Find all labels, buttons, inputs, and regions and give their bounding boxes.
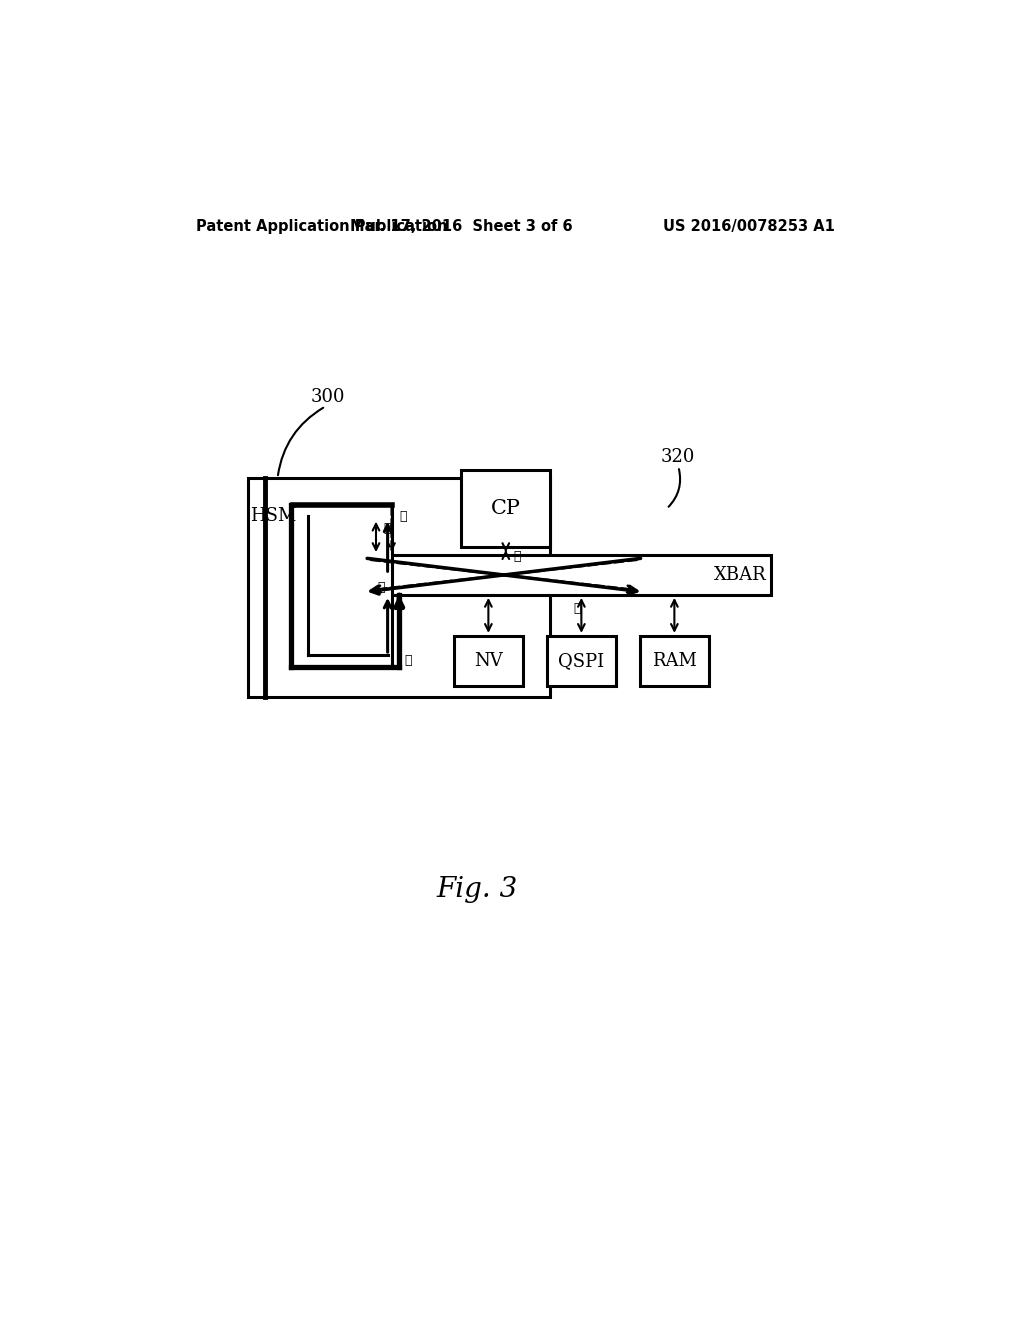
Text: XBAR: XBAR: [714, 566, 767, 583]
Text: QSPI: QSPI: [558, 652, 604, 669]
Bar: [291, 506, 391, 667]
Text: Mar. 17, 2016  Sheet 3 of 6: Mar. 17, 2016 Sheet 3 of 6: [350, 219, 572, 234]
Text: ①: ①: [378, 581, 385, 594]
Bar: [547, 636, 616, 686]
Bar: [640, 636, 710, 686]
Text: CP: CP: [490, 499, 521, 519]
Text: NV: NV: [474, 652, 503, 669]
Bar: [248, 478, 550, 697]
Bar: [360, 554, 771, 595]
Bar: [461, 470, 550, 548]
Text: 300: 300: [310, 388, 345, 407]
Text: ③: ③: [573, 602, 582, 615]
Text: HSM: HSM: [251, 507, 297, 525]
Text: ④: ④: [383, 521, 390, 535]
Text: 320: 320: [662, 449, 695, 466]
Text: RAM: RAM: [652, 652, 696, 669]
Text: ⑤: ⑤: [399, 510, 407, 523]
Text: US 2016/0078253 A1: US 2016/0078253 A1: [663, 219, 835, 234]
Bar: [454, 636, 523, 686]
Text: Patent Application Publication: Patent Application Publication: [197, 219, 447, 234]
Text: ⑥: ⑥: [513, 550, 520, 564]
Text: Fig. 3: Fig. 3: [436, 876, 517, 903]
Text: ②: ②: [404, 653, 413, 667]
